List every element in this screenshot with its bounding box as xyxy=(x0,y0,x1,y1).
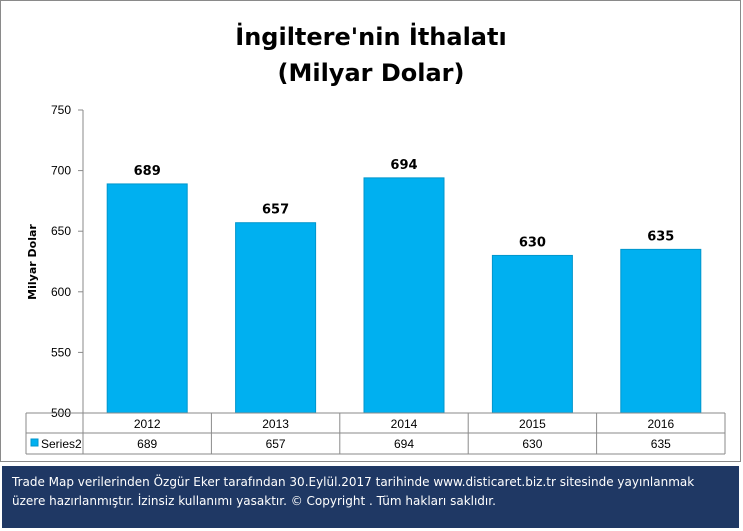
x-tick-label: 2016 xyxy=(647,417,674,431)
table-value: 689 xyxy=(137,437,157,451)
data-label: 657 xyxy=(262,203,289,218)
y-axis-label: Milyar Dolar xyxy=(26,224,39,300)
y-tick-label: 600 xyxy=(51,285,71,299)
table-value: 635 xyxy=(651,437,671,451)
bar xyxy=(363,177,445,414)
y-tick-label: 650 xyxy=(51,224,71,238)
table-value: 630 xyxy=(522,437,542,451)
legend-key xyxy=(30,438,39,447)
table-value: 657 xyxy=(266,437,286,451)
bar xyxy=(620,248,702,414)
data-label: 694 xyxy=(390,158,417,173)
bar xyxy=(106,183,188,414)
y-tick-label: 750 xyxy=(51,103,71,117)
footer-line-1: Trade Map verilerinden Özgür Eker tarafı… xyxy=(12,475,695,489)
data-label: 689 xyxy=(134,164,161,179)
chart-title-line: İngiltere'nin İthalatı xyxy=(235,22,506,51)
footer-note: Trade Map verilerinden Özgür Eker tarafı… xyxy=(2,466,739,528)
bar xyxy=(491,254,573,414)
data-label: 630 xyxy=(519,235,546,250)
table-value: 694 xyxy=(394,437,414,451)
chart-title-line: (Milyar Dolar) xyxy=(278,59,465,87)
y-tick-label: 550 xyxy=(51,345,71,359)
y-tick-label: 700 xyxy=(51,164,71,178)
legend-label: Series2 xyxy=(41,437,82,451)
x-tick-label: 2015 xyxy=(519,417,546,431)
x-tick-label: 2014 xyxy=(391,417,418,431)
x-tick-label: 2012 xyxy=(134,417,161,431)
bar-chart: İngiltere'nin İthalatı (Milyar Dolar) Mily… xyxy=(25,22,726,455)
data-label: 635 xyxy=(647,229,674,244)
footer-line-2: üzere hazırlanmıştır. İzinsiz kullanımı … xyxy=(12,494,496,508)
x-tick-label: 2013 xyxy=(262,417,289,431)
bar xyxy=(235,222,317,414)
